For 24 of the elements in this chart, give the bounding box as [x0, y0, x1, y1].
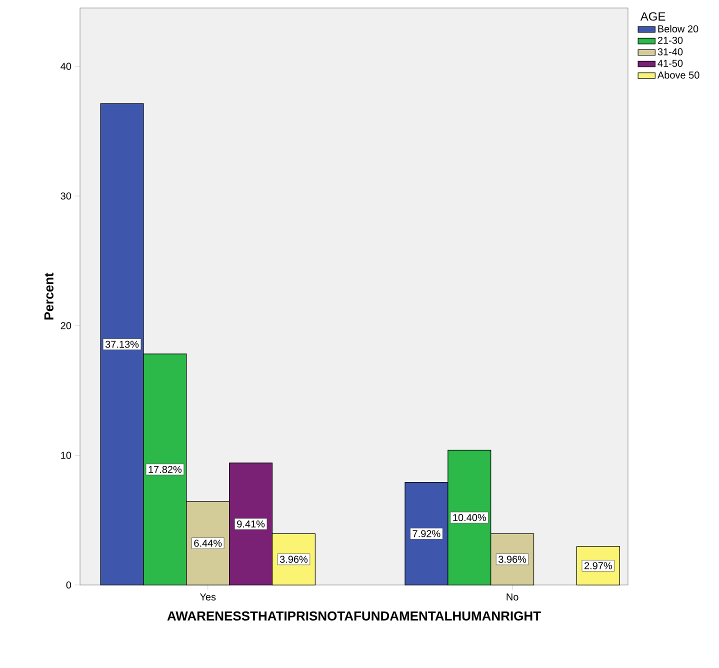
- data-label: 9.41%: [237, 520, 265, 528]
- x-tick-label: Yes: [200, 594, 216, 600]
- data-label: 3.96%: [498, 556, 526, 563]
- x-tick-label: No: [506, 594, 518, 600]
- data-label: 2.97%: [584, 562, 612, 570]
- data-label: 17.82%: [148, 466, 182, 473]
- legend-label: 31-40: [658, 48, 683, 56]
- y-tick-label: 40: [60, 62, 72, 70]
- legend-title: AGE: [640, 12, 666, 21]
- legend-label: Above 50: [657, 71, 700, 79]
- legend-label: 21-30: [658, 36, 683, 44]
- data-label: 10.40%: [453, 514, 486, 522]
- y-axis-title: Percent: [44, 272, 54, 320]
- legend-label: Below 20: [658, 25, 698, 32]
- y-tick-label: 30: [60, 192, 72, 200]
- data-label: 7.92%: [412, 530, 440, 538]
- y-tick-label: 10: [61, 452, 72, 459]
- x-axis-title: AWARENESSTHATIPRISNOTAFUNDAMENTALHUMANRIGHT: [167, 611, 541, 621]
- data-label: 37.13%: [105, 340, 139, 348]
- data-label: 3.96%: [280, 556, 308, 563]
- y-tick-label: 20: [60, 322, 72, 330]
- y-tick-label: 0: [66, 581, 72, 589]
- legend-label: 41-50: [658, 60, 683, 67]
- data-label: 6.44%: [194, 540, 222, 547]
